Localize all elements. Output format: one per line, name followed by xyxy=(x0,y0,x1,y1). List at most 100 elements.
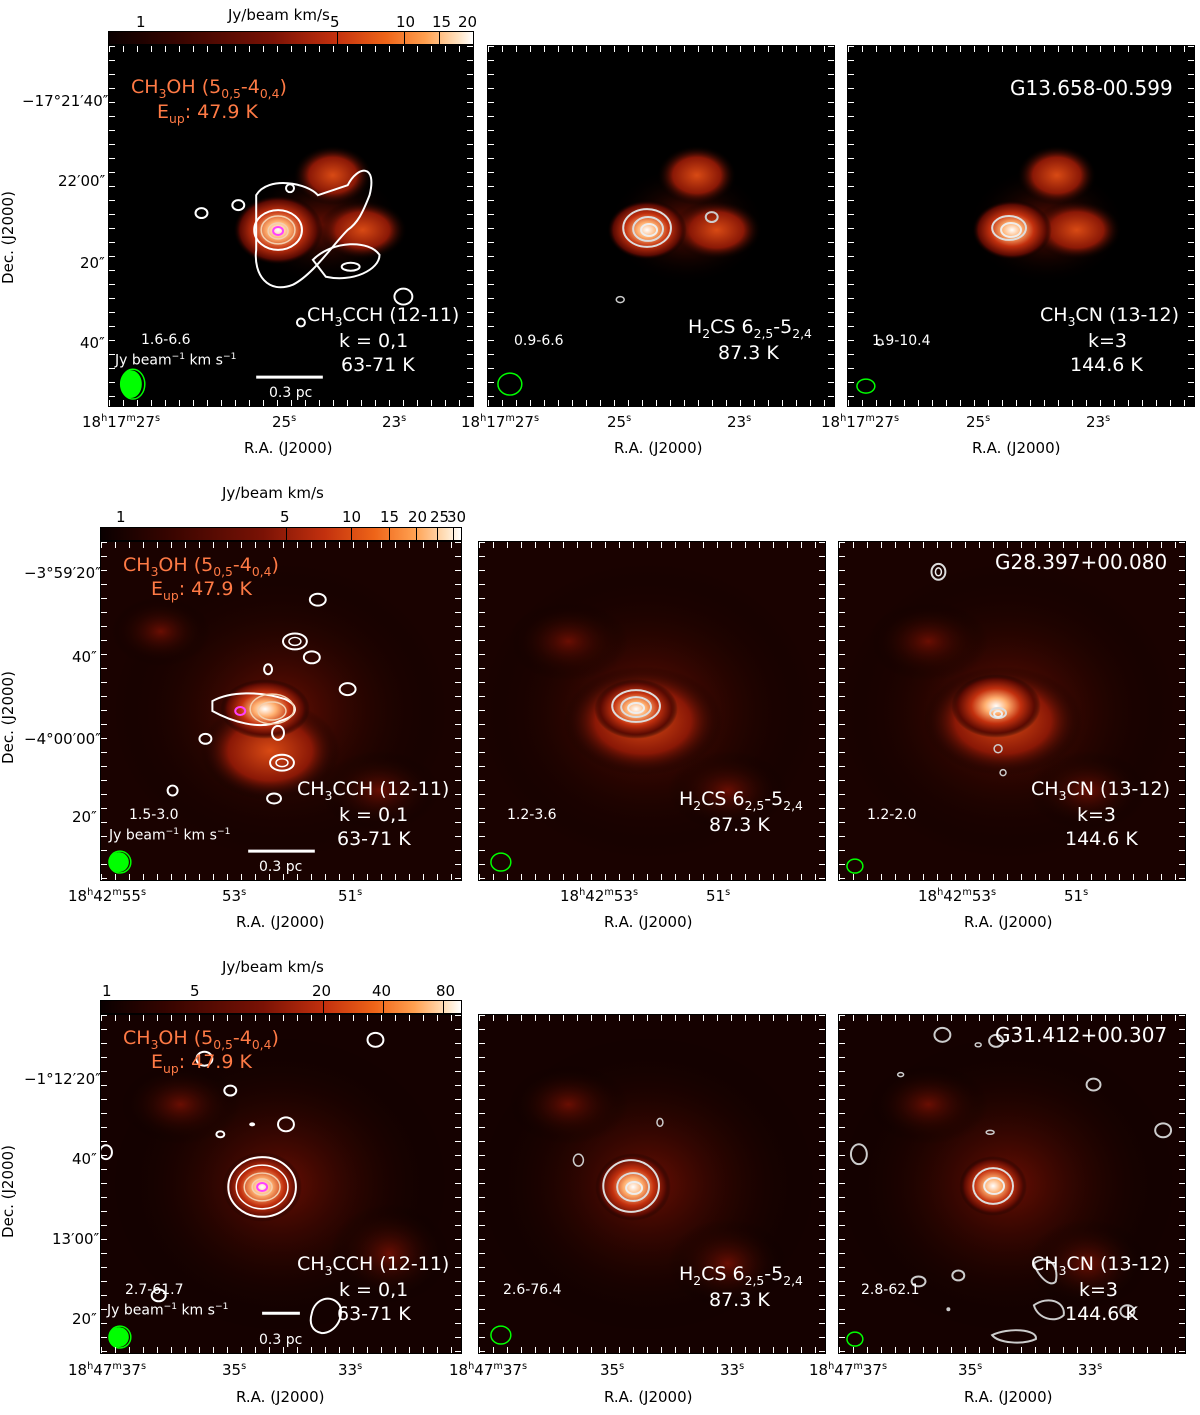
ch3oh-label: CH3OH (50,5-40,4) xyxy=(123,554,279,579)
ra-tick: 35s xyxy=(958,1361,983,1379)
range-label: 2.7-61.7 xyxy=(125,1282,184,1298)
ra-tick: 18h47m37s xyxy=(68,1361,147,1379)
cbar-tick: 1 xyxy=(116,508,126,526)
h2cs-label: H2CS 62,5-52,4 xyxy=(679,788,803,813)
panel-ch3oh-ch3cch: CH3OH (50,5-40,4) Eup: 47.9 K CH3CCH (12… xyxy=(100,541,462,881)
emission-map xyxy=(101,542,461,880)
unit-label: Jy beam−1 km s−1 xyxy=(115,352,237,369)
ra-tick: 18h17m27s xyxy=(82,413,161,431)
scalebar-label: 0.3 pc xyxy=(259,859,303,875)
ra-tick: 33s xyxy=(720,1361,745,1379)
ch3cch-label: CH3CCH (12-11) xyxy=(297,1253,450,1278)
ra-axis-title: R.A. (J2000) xyxy=(604,913,693,931)
ra-tick: 25s xyxy=(966,413,991,431)
dec-tick: −3°59′20″ xyxy=(24,564,101,582)
ra-tick: 18h47m37s xyxy=(449,1361,528,1379)
range-label: 1.2-3.6 xyxy=(507,807,557,823)
ra-axis-title: R.A. (J2000) xyxy=(964,913,1053,931)
range-label: 1.9-10.4 xyxy=(872,333,931,349)
ra-axis-title: R.A. (J2000) xyxy=(964,1388,1053,1406)
ra-axis-title: R.A. (J2000) xyxy=(236,913,325,931)
panel-ch3cn: G13.658-00.599 CH3CN (13-12) k=3 144.6 K… xyxy=(847,45,1195,407)
ch3cn-label: CH3CN (13-12) xyxy=(1040,304,1179,329)
ra-tick: 23s xyxy=(1086,413,1111,431)
emission-map xyxy=(479,1015,825,1353)
colorbar xyxy=(100,527,462,541)
cbar-tick: 25 xyxy=(430,508,450,526)
source-name: G28.397+00.080 xyxy=(995,550,1168,574)
ra-axis-title: R.A. (J2000) xyxy=(244,439,333,457)
ch3cch-k: k = 0,1 xyxy=(339,330,409,352)
panel-ch3oh-ch3cch: CH3OH (50,5-40,4) Eup: 47.9 K CH3CCH (12… xyxy=(100,1014,462,1354)
cbar-tick: 1 xyxy=(136,13,146,31)
ch3cch-energy: 63-71 K xyxy=(341,354,415,376)
range-label: 2.6-76.4 xyxy=(503,1282,562,1298)
ch3cch-label: CH3CCH (12-11) xyxy=(307,304,460,329)
ch3cch-k: k = 0,1 xyxy=(339,1279,409,1301)
ra-tick: 18h47m37s xyxy=(809,1361,888,1379)
ch3oh-label: CH3OH (50,5-40,4) xyxy=(123,1027,279,1052)
emission-map xyxy=(101,1015,461,1353)
ch3cn-energy: 144.6 K xyxy=(1070,354,1143,376)
h2cs-label: H2CS 62,5-52,4 xyxy=(688,316,812,341)
ra-axis-title: R.A. (J2000) xyxy=(236,1388,325,1406)
ra-tick: 23s xyxy=(727,413,752,431)
dec-tick: 40″ xyxy=(72,648,97,666)
cbar-tick: 10 xyxy=(396,13,416,31)
cbar-tick: 80 xyxy=(436,982,456,1000)
range-label: 1.6-6.6 xyxy=(141,332,191,348)
ch3cn-energy: 144.6 K xyxy=(1065,828,1138,850)
cbar-tick: 15 xyxy=(380,508,400,526)
dec-axis-title: Dec. (J2000) xyxy=(0,1145,17,1238)
dec-tick: −1°12′20″ xyxy=(24,1070,101,1088)
ra-tick: 18h42m55s xyxy=(68,887,147,905)
unit-label: Jy beam−1 km s−1 xyxy=(107,1302,229,1319)
colorbar xyxy=(108,31,474,45)
ra-tick: 18h17m27s xyxy=(821,413,900,431)
cbar-tick: 30 xyxy=(447,508,467,526)
cbar-tick: 10 xyxy=(342,508,362,526)
ra-tick: 23s xyxy=(382,413,407,431)
dec-axis-title: Dec. (J2000) xyxy=(0,671,17,764)
ch3oh-label: CH3OH (50,5-40,4) xyxy=(131,76,287,101)
ra-axis-title: R.A. (J2000) xyxy=(614,439,703,457)
colorbar xyxy=(100,1000,462,1014)
eup-label: Eup: 47.9 K xyxy=(151,578,252,603)
ch3cch-energy: 63-71 K xyxy=(337,1303,411,1325)
ch3cn-label: CH3CN (13-12) xyxy=(1031,778,1170,803)
h2cs-label: H2CS 62,5-52,4 xyxy=(679,1263,803,1288)
cbar-tick: 5 xyxy=(280,508,290,526)
cbar-tick: 20 xyxy=(408,508,428,526)
unit-label: Jy beam−1 km s−1 xyxy=(109,827,231,844)
panel-ch3cn: G28.397+00.080 CH3CN (13-12) k=3 144.6 K… xyxy=(838,541,1186,881)
panel-ch3cn: G31.412+00.307 CH3CN (13-12) k=3 144.6 K… xyxy=(838,1014,1186,1354)
emission-map xyxy=(856,145,1127,394)
dec-tick: 22′00″ xyxy=(58,172,106,190)
cbar-tick: 40 xyxy=(372,982,392,1000)
emission-map xyxy=(839,1015,1185,1353)
dec-tick: 13′00″ xyxy=(52,1230,100,1248)
range-label: 2.8-62.1 xyxy=(861,1282,920,1298)
ch3cn-k: k=3 xyxy=(1077,804,1117,826)
emission-map xyxy=(839,542,1185,880)
ra-tick: 33s xyxy=(1078,1361,1103,1379)
emission-map xyxy=(479,542,825,880)
dec-tick: 20″ xyxy=(72,808,97,826)
eup-label: Eup: 47.9 K xyxy=(157,101,258,126)
cbar-tick: 20 xyxy=(312,982,332,1000)
colorbar-title: Jy/beam km/s xyxy=(222,958,324,976)
ch3cch-energy: 63-71 K xyxy=(337,828,411,850)
ch3cn-energy: 144.6 K xyxy=(1065,1303,1138,1325)
panel-ch3oh-ch3cch: CH3OH (50,5-40,4) Eup: 47.9 K CH3CCH (12… xyxy=(108,45,474,407)
ra-tick: 33s xyxy=(338,1361,363,1379)
h2cs-energy: 87.3 K xyxy=(718,342,779,364)
dec-tick: −4°00′00″ xyxy=(24,730,101,748)
eup-label: Eup: 47.9 K xyxy=(151,1051,252,1076)
dec-tick: 20″ xyxy=(72,1310,97,1328)
panel-h2cs: H2CS 62,5-52,4 87.3 K 1.2-3.6 xyxy=(478,541,826,881)
cbar-tick: 1 xyxy=(102,982,112,1000)
ch3cch-label: CH3CCH (12-11) xyxy=(297,778,450,803)
ra-tick: 18h42m53s xyxy=(560,887,639,905)
ra-tick: 25s xyxy=(607,413,632,431)
dec-tick: −17°21′40″ xyxy=(22,92,109,110)
